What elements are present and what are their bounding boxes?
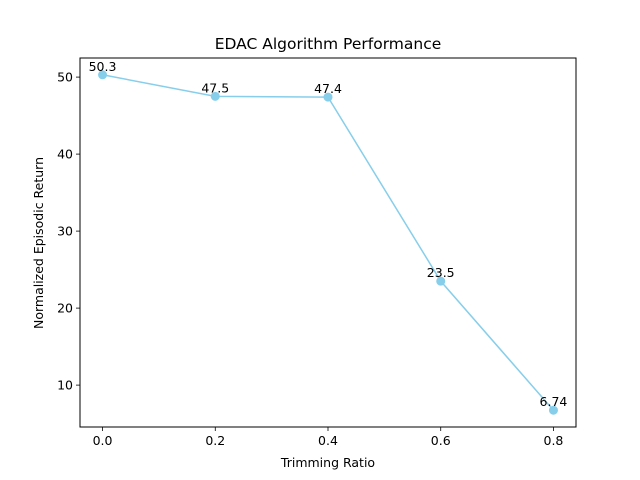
x-tick-label: 0.2 xyxy=(205,433,225,448)
y-tick-label: 40 xyxy=(57,147,73,162)
y-tick-label: 50 xyxy=(57,70,73,85)
data-point xyxy=(548,405,558,415)
data-point xyxy=(436,276,446,286)
data-label: 47.4 xyxy=(314,81,342,96)
chart-title: EDAC Algorithm Performance xyxy=(215,35,442,53)
data-label: 50.3 xyxy=(89,59,117,74)
y-tick-label: 10 xyxy=(57,378,73,393)
data-point xyxy=(210,91,220,101)
y-tick-label: 20 xyxy=(57,301,73,316)
x-axis-label: Trimming Ratio xyxy=(280,455,375,470)
x-tick-label: 0.0 xyxy=(93,433,113,448)
x-tick-label: 0.4 xyxy=(318,433,338,448)
x-tick-label: 0.8 xyxy=(544,433,564,448)
y-axis-label: Normalized Episodic Return xyxy=(31,157,46,329)
data-point xyxy=(323,92,333,102)
data-label: 6.74 xyxy=(540,394,568,409)
x-tick-label: 0.6 xyxy=(431,433,451,448)
plot-area: 50.3 47.5 47.4 23.5 6.74 xyxy=(89,59,568,415)
data-label: 23.5 xyxy=(427,265,455,280)
y-tick-label: 30 xyxy=(57,224,73,239)
data-label: 47.5 xyxy=(201,80,229,95)
data-point xyxy=(98,70,108,80)
x-axis-ticks: 0.0 0.2 0.4 0.6 0.8 xyxy=(93,427,564,448)
y-axis-ticks: 10 20 30 40 50 xyxy=(57,70,80,393)
